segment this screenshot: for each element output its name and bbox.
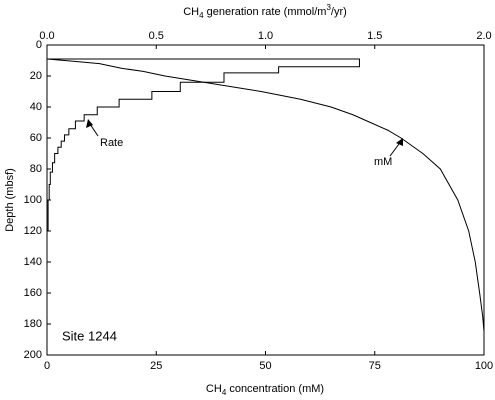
series-line (46, 58, 485, 332)
y-tick-label: 140 (24, 256, 42, 268)
rate-label: Rate (100, 137, 123, 149)
y-tick-label: 100 (24, 194, 42, 206)
arrow-head (86, 119, 93, 128)
x-tick-label: 75 (369, 360, 381, 372)
x2-tick-label: 2.0 (476, 30, 491, 42)
y-tick-label: 0 (36, 39, 42, 51)
mm-label: mM (374, 156, 392, 168)
arrow-head (396, 138, 403, 146)
x2-tick-label: 1.5 (367, 30, 382, 42)
y-tick-label: 200 (24, 349, 42, 361)
x2-tick-label: 0.5 (149, 30, 164, 42)
x-tick-label: 25 (150, 360, 162, 372)
x-tick-label: 50 (259, 360, 271, 372)
y-tick-label: 60 (30, 132, 42, 144)
x2-tick-label: 0.0 (39, 30, 54, 42)
y-tick-label: 80 (30, 163, 42, 175)
y-tick-label: 160 (24, 287, 42, 299)
y-tick-label: 40 (30, 101, 42, 113)
y-tick-label: 180 (24, 318, 42, 330)
x-tick-label: 100 (475, 360, 493, 372)
top-axis-title: CH4 generation rate (mmol/m3/yr) (183, 3, 347, 20)
x2-tick-label: 1.0 (258, 30, 273, 42)
plot-frame (46, 44, 485, 356)
y-tick-label: 120 (24, 225, 42, 237)
x-tick-label: 0 (44, 360, 50, 372)
y-axis-title: Depth (mbsf) (4, 168, 16, 232)
bottom-axis-title: CH4 concentration (mM) (206, 383, 324, 397)
y-tick-label: 20 (30, 70, 42, 82)
series-line (47, 58, 360, 232)
site-label: Site 1244 (62, 328, 117, 343)
